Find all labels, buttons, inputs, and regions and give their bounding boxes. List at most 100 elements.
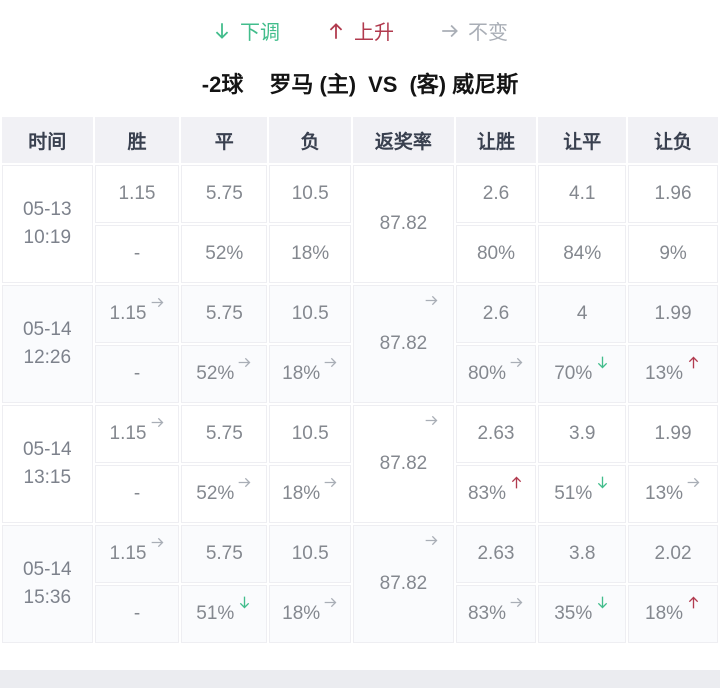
percent-cell: 51% [181,585,268,643]
odds-row-percent: -52% 18% 80% 70% 13% [2,345,718,403]
header-handicap-lose: 让负 [628,117,718,163]
handicap-odds-cell: 1.96 [628,165,718,223]
return-rate-cell: 87.82 [353,285,454,403]
percent-cell: 84% [538,225,627,283]
right-arrow-icon [424,532,439,554]
time-cell: 05-14 13:15 [2,405,93,523]
up-arrow-icon [686,594,701,616]
handicap-odds-cell: 3.9 [538,405,627,463]
percent-cell: 18% [628,585,718,643]
percent-cell: 18% [269,225,352,283]
header-lose: 负 [269,117,352,163]
odds-table-body: 05-13 10:19 1.15 5.75 10.5 87.82 2.6 4.1 1.96-52… [2,165,718,643]
header-time: 时间 [2,117,93,163]
legend-item-down: 下调 [212,16,280,45]
up-arrow-icon [509,474,524,496]
table-header-row: 时间 胜 平 负 返奖率 让胜 让平 让负 [2,117,718,163]
right-arrow-icon [323,354,338,376]
header-handicap-win: 让胜 [455,117,537,163]
right-arrow-icon [424,412,439,434]
odds-row-top: 05-13 10:19 1.15 5.75 10.5 87.82 2.6 4.1 1.96 [2,165,718,283]
time-cell: 05-13 10:19 [2,165,93,283]
percent-cell: 13% [628,345,718,403]
percent-cell: 9% [628,225,718,283]
odds-table: 时间 胜 平 负 返奖率 让胜 让平 让负 05-13 10:19 1.15 5.75… [0,115,720,645]
percent-cell: 13% [628,465,718,523]
down-arrow-icon [595,474,610,496]
down-arrow-icon [595,594,610,616]
right-arrow-icon [150,534,165,556]
percent-cell: 52% [181,465,268,523]
percent-cell: 52% [181,345,268,403]
right-arrow-icon [150,414,165,436]
match-title: -2球 罗马 (主) VS (客) 威尼斯 [0,67,720,99]
handicap-odds-cell: 2.6 [455,285,537,343]
percent-cell: - [94,585,180,643]
handicap-odds-cell: 4.1 [538,165,627,223]
percent-cell: 83% [455,585,537,643]
time-cell: 05-14 12:26 [2,285,93,403]
handicap-odds-cell: 3.8 [538,525,627,583]
right-arrow-icon [509,354,524,376]
odds-row-percent: -52% 18% 80% 84% 9% [2,225,718,283]
return-rate-cell: 87.82 [353,525,454,643]
percent-cell: - [94,345,180,403]
home-team: 罗马 (主) [269,72,357,97]
odds-value-cell: 5.75 [181,525,268,583]
handicap-odds-cell: 2.6 [455,165,537,223]
odds-row-percent: -51% 18% 83% 35% 18% [2,585,718,643]
percent-cell: 52% [181,225,268,283]
percent-cell: 18% [269,345,352,403]
percent-cell: 18% [269,465,352,523]
percent-cell: 70% [538,345,627,403]
odds-row-top: 05-14 13:15 1.15 5.75 10.5 87.82 2.63 3.9 1.99 [2,405,718,523]
handicap-odds-cell: 2.02 [628,525,718,583]
right-arrow-icon [440,21,460,41]
header-handicap-draw: 让平 [538,117,627,163]
right-arrow-icon [237,354,252,376]
handicap-odds-cell: 1.99 [628,285,718,343]
percent-cell: - [94,225,180,283]
trend-legend: 下调 上升 不变 [0,0,720,45]
right-arrow-icon [150,294,165,316]
right-arrow-icon [424,292,439,314]
down-arrow-icon [237,594,252,616]
odds-row-top: 05-14 12:26 1.15 5.75 10.5 87.82 2.6 4 1.99 [2,285,718,403]
percent-cell: 80% [455,345,537,403]
page-bottom-strip [0,670,720,688]
percent-cell: 80% [455,225,537,283]
odds-value-cell: 5.75 [181,165,268,223]
right-arrow-icon [237,474,252,496]
handicap-odds-cell: 1.99 [628,405,718,463]
time-cell: 05-14 15:36 [2,525,93,643]
odds-value-cell: 10.5 [269,525,352,583]
return-rate-cell: 87.82 [353,165,454,283]
odds-value-cell: 1.15 [94,165,180,223]
odds-value-cell: 1.15 [94,405,180,463]
odds-value-cell: 10.5 [269,165,352,223]
legend-item-up: 上升 [326,16,394,45]
odds-value-cell: 10.5 [269,285,352,343]
down-arrow-icon [595,354,610,376]
vs-label: VS [368,72,398,97]
odds-value-cell: 10.5 [269,405,352,463]
away-team: (客) 威尼斯 [409,72,519,97]
percent-cell: - [94,465,180,523]
handicap-label: -2球 [201,72,244,97]
header-return-rate: 返奖率 [353,117,454,163]
handicap-odds-cell: 4 [538,285,627,343]
odds-row-percent: -52% 18% 83% 51% 13% [2,465,718,523]
up-arrow-icon [326,21,346,41]
right-arrow-icon [323,594,338,616]
header-win: 胜 [94,117,180,163]
legend-label-up: 上升 [354,22,394,44]
legend-label-same: 不变 [468,22,508,44]
odds-value-cell: 5.75 [181,285,268,343]
percent-cell: 83% [455,465,537,523]
handicap-odds-cell: 2.63 [455,525,537,583]
right-arrow-icon [686,474,701,496]
odds-value-cell: 5.75 [181,405,268,463]
odds-value-cell: 1.15 [94,525,180,583]
percent-cell: 35% [538,585,627,643]
